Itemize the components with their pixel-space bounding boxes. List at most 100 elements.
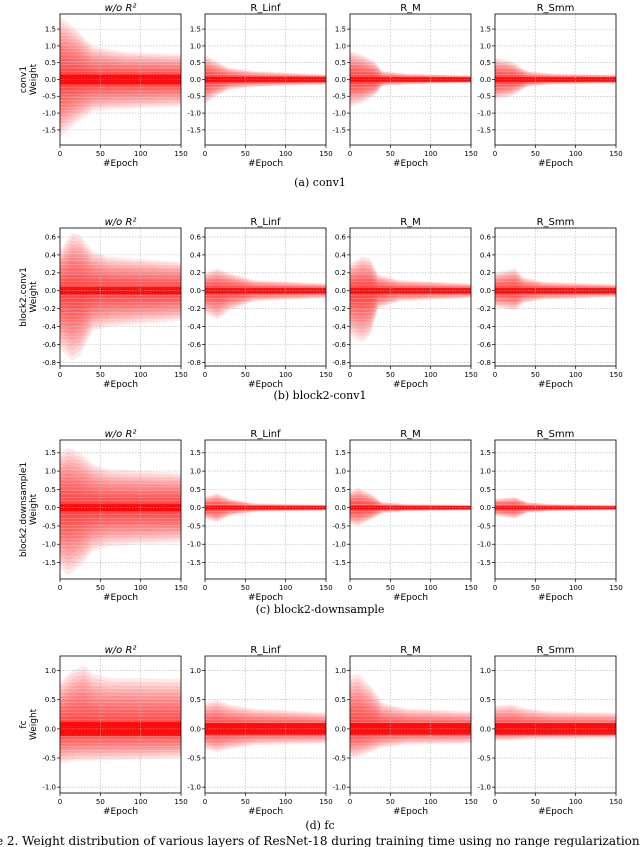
x-axis-label: #Epoch (393, 159, 428, 169)
weight-band (350, 681, 471, 754)
y-tick-label: 0.5 (190, 696, 201, 704)
panel-1-0: -0.8 -0.6 -0.4 -0.2 0.0 0.2 0.4 0.6 0 50 100 150 #Ep… (42, 217, 187, 390)
panel-title: w/o R² (105, 3, 137, 14)
y-tick-label: 0.2 (480, 269, 491, 277)
y-tick-label: -0.4 (42, 323, 56, 331)
x-tick-label: 50 (531, 798, 540, 806)
y-tick-label: -0.6 (187, 341, 201, 349)
x-tick-label: 0 (348, 150, 352, 158)
y-tick-label: 0.0 (480, 725, 491, 733)
y-tick-label: -1.0 (477, 541, 491, 549)
y-tick-label: 0.6 (190, 233, 202, 241)
x-tick-label: 100 (424, 150, 437, 158)
x-tick-label: 50 (96, 371, 105, 379)
x-tick-label: 150 (464, 371, 477, 379)
x-tick-label: 100 (424, 798, 437, 806)
y-tick-label: 1.5 (190, 26, 201, 34)
x-tick-label: 150 (319, 150, 332, 158)
y-tick-label: 1.0 (190, 667, 201, 675)
y-axis-label-line: Weight (29, 493, 39, 525)
y-tick-label: 1.0 (335, 667, 346, 675)
x-tick-label: 100 (134, 371, 147, 379)
y-tick-label: -1.5 (477, 126, 491, 134)
y-tick-label: -1.5 (332, 559, 346, 567)
axes-frame (59, 655, 182, 794)
weight-band (60, 253, 181, 336)
subfigure-caption: (a) conv1 (294, 176, 346, 189)
y-tick-label: -0.4 (187, 323, 201, 331)
y-tick-label: 0.2 (45, 269, 56, 277)
x-axis-label: #Epoch (538, 807, 573, 817)
x-tick-label: 150 (319, 371, 332, 379)
weight-band (60, 240, 181, 351)
y-tick-label: 1.0 (480, 467, 491, 475)
y-tick-label: 1.0 (335, 467, 346, 475)
weight-band (60, 232, 181, 361)
x-tick-label: 0 (493, 371, 497, 379)
y-tick-label: 0.6 (480, 233, 492, 241)
y-tick-label: 0.0 (335, 76, 346, 84)
y-tick-label: 0.0 (480, 76, 491, 84)
weight-band (350, 266, 471, 328)
y-tick-label: 0.0 (335, 504, 346, 512)
panel-title: R_Linf (250, 429, 281, 440)
y-tick-label: -1.5 (187, 126, 201, 134)
y-axis-label: block2.conv1 Weight (19, 267, 39, 327)
x-tick-label: 50 (531, 371, 540, 379)
y-tick-label: 0.5 (45, 59, 56, 67)
panel-title: R_Smm (537, 429, 575, 440)
plot-area (350, 229, 471, 365)
panel-1-3: -0.8 -0.6 -0.4 -0.2 0.0 0.2 0.4 0.6 0 50 100 150 #Ep… (477, 217, 622, 390)
x-tick-label: 0 (58, 150, 62, 158)
y-axis-label-line: Weight (29, 281, 39, 313)
x-tick-label: 50 (386, 798, 395, 806)
x-tick-label: 50 (241, 150, 250, 158)
weight-band (60, 249, 181, 341)
y-tick-label: -0.5 (332, 754, 346, 762)
y-tick-label: -0.5 (42, 93, 56, 101)
y-tick-label: 1.5 (45, 449, 56, 457)
x-axis-label: #Epoch (538, 593, 573, 603)
y-tick-label: 0.5 (190, 59, 201, 67)
plot-area (205, 441, 326, 578)
x-tick-label: 150 (609, 798, 622, 806)
panel-title: R_M (400, 3, 421, 14)
y-tick-label: -1.5 (42, 559, 56, 567)
y-tick-label: 1.0 (480, 667, 491, 675)
panel-0-1: -1.5 -1.0 -0.5 0.0 0.5 1.0 1.5 0 50 100 150 #Epoch R… (187, 3, 332, 169)
y-tick-label: -0.2 (42, 305, 56, 313)
x-tick-label: 50 (96, 798, 105, 806)
panel-0-0: -1.5 -1.0 -0.5 0.0 0.5 1.0 1.5 0 50 100 150 #Epoch w… (42, 3, 187, 169)
y-tick-label: 0.5 (480, 486, 491, 494)
y-tick-label: -0.2 (332, 305, 346, 313)
y-tick-label: -0.5 (332, 93, 346, 101)
weight-band (350, 276, 471, 313)
panel-title: R_Smm (537, 3, 575, 14)
x-tick-label: 150 (609, 371, 622, 379)
axes-frame (349, 227, 472, 367)
x-tick-label: 150 (464, 584, 477, 592)
y-tick-label: -1.5 (42, 126, 56, 134)
y-tick-label: -0.5 (187, 522, 201, 530)
y-axis-label-line: block2.downsample1 (19, 462, 29, 557)
x-tick-label: 0 (493, 584, 497, 592)
y-tick-label: 0.4 (45, 251, 57, 259)
y-tick-label: 1.0 (45, 42, 56, 50)
y-tick-label: 0.5 (335, 486, 346, 494)
weight-band (60, 673, 181, 759)
x-tick-label: 100 (569, 371, 582, 379)
y-axis-label-line: block2.conv1 (19, 267, 29, 327)
weight-band (60, 683, 181, 754)
y-tick-label: 1.0 (45, 667, 56, 675)
panel-3-2: -1.0 -0.5 0.0 0.5 1.0 0 50 100 150 #Epoch R_M (332, 645, 477, 817)
x-tick-label: 50 (386, 150, 395, 158)
x-axis-label: #Epoch (103, 593, 138, 603)
x-axis-label: #Epoch (248, 807, 283, 817)
x-tick-label: 50 (241, 798, 250, 806)
y-tick-label: 0.5 (45, 696, 56, 704)
subfigure-caption: (b) block2-conv1 (274, 389, 367, 402)
weight-band (205, 268, 326, 320)
x-axis-label: #Epoch (538, 380, 573, 390)
panel-3-3: -1.0 -0.5 0.0 0.5 1.0 0 50 100 150 #Epoch R_Smm (477, 645, 622, 817)
x-axis-label: #Epoch (248, 159, 283, 169)
